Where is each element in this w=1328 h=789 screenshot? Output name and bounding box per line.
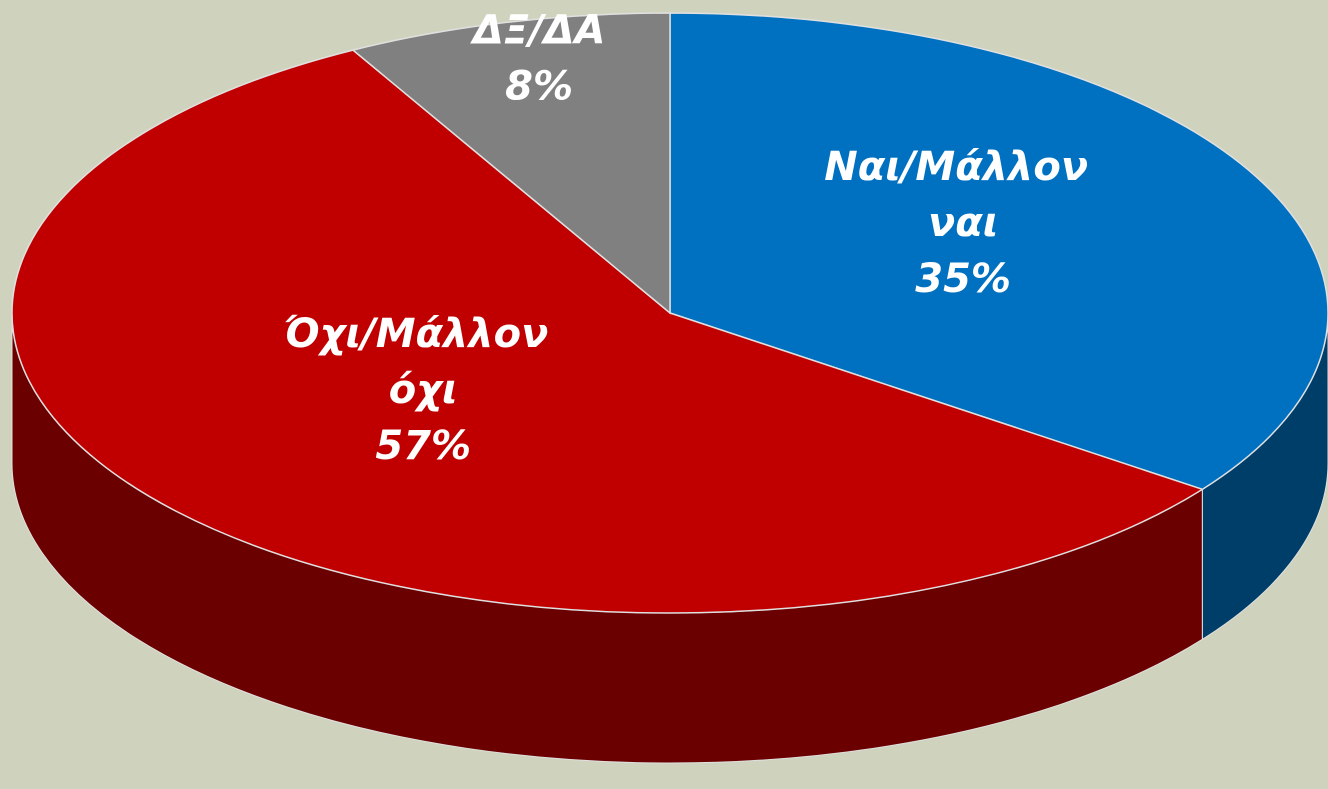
slice: [669, 12, 1328, 491]
slice-value-label: 8%: [505, 64, 573, 110]
slice-label: Ναι/Μάλλον ναι: [824, 144, 1102, 246]
slice: [351, 12, 671, 315]
slice-value-label: 57%: [375, 423, 471, 469]
slice-label: ΔΞ/ΔΑ: [470, 8, 606, 54]
slice: [11, 49, 1205, 614]
slice-value-label: 35%: [915, 256, 1011, 302]
slice-label: Όχι/Μάλλον όχι: [284, 311, 562, 413]
